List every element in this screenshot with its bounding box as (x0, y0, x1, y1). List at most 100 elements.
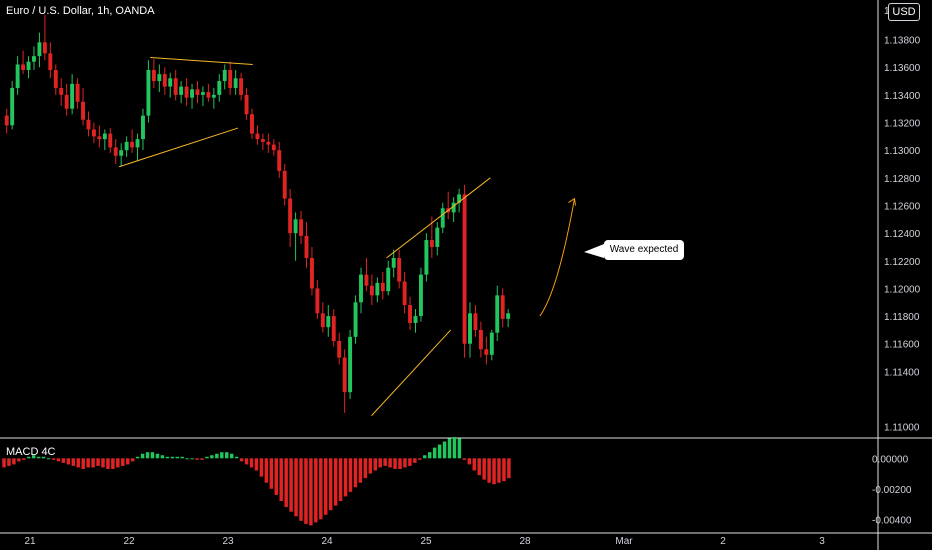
macd-bar (373, 458, 377, 471)
macd-bar (269, 458, 274, 489)
forecast-arrow (539, 198, 575, 317)
candle (282, 164, 287, 206)
macd-bar (259, 458, 264, 477)
candle-body (108, 133, 113, 148)
candle-body (364, 274, 369, 286)
candle (239, 72, 244, 101)
macd-bar (130, 458, 135, 462)
macd-bar (348, 458, 353, 492)
candle (435, 222, 440, 256)
candle-body (462, 194, 467, 344)
wave-expected-callout: Wave expected (604, 240, 684, 260)
candle (353, 295, 358, 344)
macd-bar (284, 458, 288, 508)
macd-tick-label: 0.00000 (872, 454, 909, 465)
macd-bar (324, 458, 328, 515)
candle-body (179, 86, 184, 95)
candle-body (359, 274, 363, 303)
candle (86, 111, 91, 137)
candle-body (440, 208, 445, 228)
macd-bar (106, 458, 110, 469)
candle-body (200, 92, 205, 95)
time-tick-label: 24 (321, 536, 333, 547)
macd-bar (289, 458, 293, 512)
macd-bar (51, 458, 56, 460)
candle-body (81, 101, 85, 120)
candle (157, 64, 162, 93)
candle-body (233, 78, 238, 88)
price-tick-label: 1.11400 (884, 367, 920, 378)
candle (315, 280, 320, 319)
macd-bar (393, 458, 397, 469)
trend-line (386, 177, 491, 259)
candle-body (315, 288, 320, 314)
candle-body (151, 69, 156, 82)
candle-body (353, 302, 358, 337)
candle-body (190, 89, 194, 98)
macd-bar (22, 458, 26, 460)
candle-body (97, 136, 102, 140)
macd-bar (249, 458, 254, 468)
macd-bar (472, 458, 476, 471)
time-tick-label: 21 (24, 536, 36, 547)
candle-body (271, 144, 276, 151)
macd-bar (27, 456, 31, 459)
candle-body (478, 329, 483, 350)
candle-body (266, 141, 271, 145)
price-tick-label: 1.12200 (884, 257, 921, 268)
macd-bar (442, 441, 447, 459)
candle-body (239, 78, 244, 95)
candle-body (255, 133, 260, 140)
candle-body (124, 141, 129, 151)
macd-bar (225, 452, 229, 459)
candle (15, 56, 20, 95)
candle-body (250, 114, 254, 134)
price-tick-label: 1.12400 (884, 229, 921, 240)
candle-body (484, 349, 489, 355)
candle (244, 87, 249, 120)
macd-bar (358, 458, 363, 483)
candle (380, 271, 385, 300)
candle-body (113, 147, 118, 156)
macd-bar (7, 458, 11, 466)
candle-body (141, 115, 145, 140)
candle (348, 329, 353, 400)
candle (337, 332, 342, 365)
candle (266, 133, 271, 153)
macd-bars (2, 436, 511, 526)
candle (364, 258, 369, 292)
candle (375, 277, 380, 303)
candle (75, 78, 80, 109)
candle-body (293, 219, 298, 234)
macd-bar (427, 452, 432, 459)
currency-button[interactable]: USD (888, 3, 920, 21)
candle (195, 81, 200, 104)
candle-body (473, 313, 478, 330)
macd-bar (452, 436, 457, 459)
macd-bar (403, 458, 407, 468)
macd-bar (160, 455, 165, 459)
macd-bar (467, 458, 472, 465)
price-axis: 1.11000 1.11400 1.11600 1.11800 1.12000 1.122… (884, 6, 921, 434)
candle (413, 309, 418, 333)
candle-body (206, 92, 211, 98)
macd-bar (234, 456, 239, 459)
macd-bar (487, 458, 491, 483)
candle-body (168, 78, 173, 87)
macd-bar (81, 458, 85, 469)
candle-body (135, 139, 140, 148)
candle (424, 233, 429, 282)
macd-bar (413, 458, 417, 463)
candle (206, 83, 211, 102)
candle (391, 249, 396, 278)
macd-bar (492, 458, 496, 485)
candle (130, 129, 135, 153)
candle-body (457, 194, 462, 203)
candle (70, 74, 75, 115)
candle-body (331, 316, 336, 341)
candle (359, 267, 363, 314)
candle-body (320, 313, 325, 328)
candle-body (42, 42, 47, 54)
macd-tick-label: -0.00400 (872, 515, 912, 526)
